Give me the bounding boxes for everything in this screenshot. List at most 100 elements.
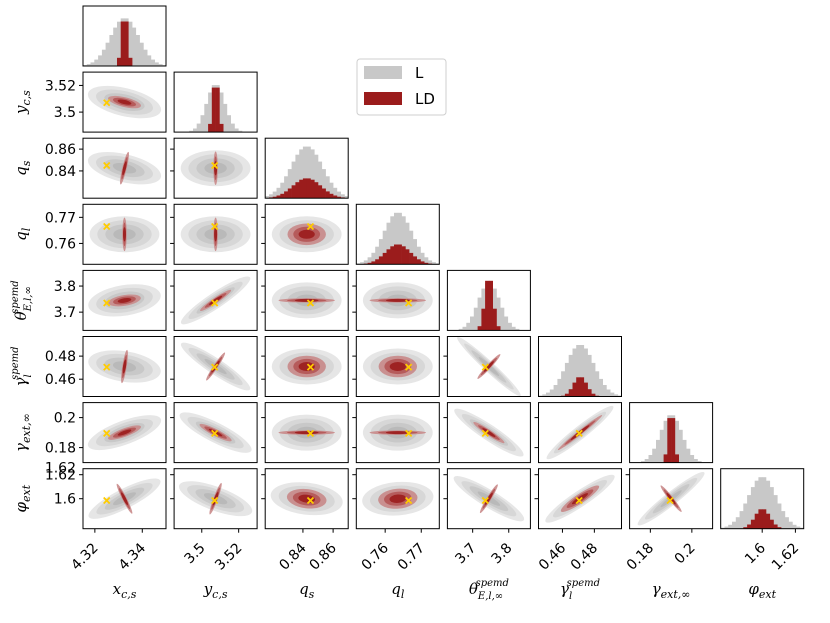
hist-bar <box>667 418 672 463</box>
hist-bar <box>598 378 603 397</box>
truth-marker-stroke <box>211 429 219 437</box>
panel-frame <box>82 402 167 464</box>
x-axis-label-x_c_s: xc,s <box>113 580 137 601</box>
hist-bar <box>318 161 323 199</box>
y-tick-label: 0.76 <box>45 236 76 252</box>
hist-bar <box>310 179 315 199</box>
contour-LD <box>294 298 319 302</box>
hist-bar <box>219 123 224 133</box>
panel-frame <box>173 336 258 397</box>
hist-bar <box>128 57 133 66</box>
hist-LD-y_c_s <box>208 87 224 133</box>
hist-bar <box>496 297 501 331</box>
hist-bar <box>564 362 569 397</box>
hist-bar <box>280 193 285 199</box>
hist-bar <box>424 262 429 265</box>
panel-q_s-vs-y_c_s <box>180 150 251 187</box>
panel-q_s-vs-x_c_s <box>87 151 162 185</box>
truth-marker-stroke <box>404 363 413 371</box>
truth-marker <box>211 429 219 437</box>
panel-frame <box>446 336 531 397</box>
hist-bar <box>652 448 657 463</box>
hist-bar <box>762 477 767 529</box>
hist-bar <box>564 393 569 397</box>
panel-frame <box>82 336 167 397</box>
hist-LD-phi_ext <box>743 509 782 529</box>
truth-marker <box>103 161 111 170</box>
hist-LD-gamma_ext <box>663 418 679 463</box>
panel-frame <box>538 336 622 397</box>
truth-marker-stroke <box>575 429 583 437</box>
contour-LD <box>385 298 410 302</box>
hist-bar <box>409 230 414 265</box>
hist-bar <box>101 49 106 66</box>
truth-marker-stroke <box>211 299 219 307</box>
hist-bar <box>496 326 501 331</box>
hist-bar <box>226 115 231 133</box>
panel-frame <box>173 203 258 265</box>
truth-marker-stroke <box>306 222 315 231</box>
hist-bar <box>784 517 789 529</box>
x-tick-label: 1.6 <box>742 540 769 567</box>
x-tick-label: 3.5 <box>182 540 209 567</box>
panel-gamma_ext-vs-x_c_s <box>87 415 162 451</box>
truth-marker <box>306 496 315 505</box>
hist-bar <box>86 64 91 66</box>
truth-marker-stroke <box>211 161 219 170</box>
contours-LD <box>108 294 141 307</box>
hist-bar <box>321 169 326 199</box>
legend-swatch-ld <box>364 92 402 105</box>
hist-bar <box>386 249 391 265</box>
contours-LD <box>287 223 326 246</box>
contours-LD <box>278 298 335 303</box>
legend-swatch-l <box>364 66 402 79</box>
hist-bar <box>230 123 235 133</box>
hist-bar <box>728 524 733 529</box>
hist-bar <box>215 87 220 133</box>
panel-frame <box>538 402 622 464</box>
hist-bar <box>325 176 330 199</box>
hist-bar <box>105 42 110 66</box>
hist-bar <box>424 257 429 265</box>
hist-bar <box>299 149 304 199</box>
hist-bar <box>405 222 410 265</box>
hist-bar <box>557 378 562 397</box>
hist-bar <box>576 377 581 397</box>
hist-bar <box>769 487 774 529</box>
y-tick-label: 3.52 <box>45 78 76 94</box>
contour-LD <box>389 362 406 371</box>
hist-bar <box>610 392 615 397</box>
x-axis-label-q_s: qs <box>299 580 315 601</box>
truth-marker <box>306 429 315 437</box>
hist-bar <box>117 57 122 66</box>
contour-LD <box>385 431 410 435</box>
hist-bar <box>511 326 516 331</box>
hist-bar <box>204 103 209 133</box>
truth-marker-stroke <box>306 363 315 371</box>
hist-bar <box>306 178 311 199</box>
hist-bar <box>371 252 376 265</box>
panel-gamma_ext-vs-gamma_l <box>546 405 614 460</box>
truth-marker-stroke <box>211 496 219 505</box>
panel-gamma_ext-vs-gamma_ext <box>640 415 702 463</box>
y-tick-label: 0.48 <box>45 349 76 365</box>
hist-bar <box>219 92 224 133</box>
x-tick-label: 3.7 <box>452 540 479 567</box>
hist-bar <box>773 495 778 529</box>
hist-bar <box>306 146 311 199</box>
truth-marker <box>211 496 219 505</box>
hist-bar <box>276 195 281 199</box>
hist-bar <box>412 256 417 265</box>
panel-frame <box>355 402 440 464</box>
hist-bar <box>340 194 345 199</box>
panel-frame <box>355 336 440 397</box>
hist-bar <box>360 262 365 265</box>
hist-bar <box>492 308 497 331</box>
truth-marker-stroke <box>103 363 111 371</box>
hist-bar <box>378 239 383 265</box>
hist-bar <box>382 252 387 265</box>
truth-marker-stroke <box>575 496 583 505</box>
hist-bar <box>428 260 433 265</box>
hist-bar <box>390 246 395 265</box>
x-tick-label: 3.52 <box>212 540 245 573</box>
